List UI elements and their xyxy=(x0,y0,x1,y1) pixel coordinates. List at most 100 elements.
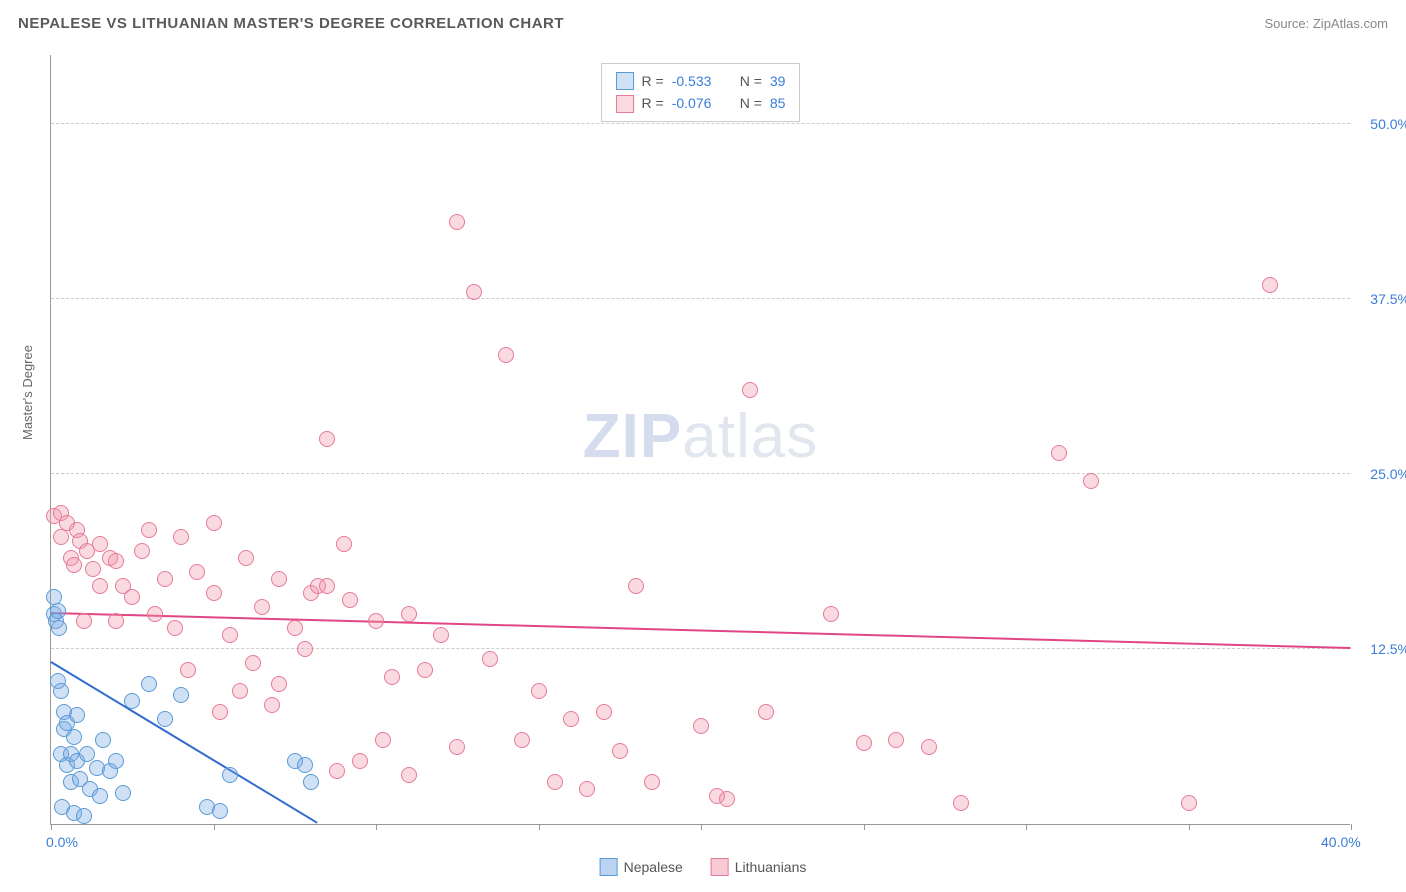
y-tick-label: 12.5% xyxy=(1355,641,1406,657)
data-point xyxy=(319,431,335,447)
data-point xyxy=(384,669,400,685)
data-point xyxy=(115,785,131,801)
n-label: N = xyxy=(740,70,762,92)
x-tick xyxy=(376,824,377,830)
r-label: R = xyxy=(642,92,664,114)
gridline xyxy=(51,473,1350,474)
series-legend: Nepalese Lithuanians xyxy=(600,858,807,876)
data-point xyxy=(66,729,82,745)
data-point xyxy=(50,603,66,619)
series-swatch xyxy=(616,95,634,113)
data-point xyxy=(531,683,547,699)
data-point xyxy=(157,711,173,727)
n-label: N = xyxy=(740,92,762,114)
x-tick xyxy=(539,824,540,830)
x-tick xyxy=(1189,824,1190,830)
data-point xyxy=(206,585,222,601)
data-point xyxy=(1262,277,1278,293)
data-point xyxy=(141,676,157,692)
data-point xyxy=(254,599,270,615)
data-point xyxy=(579,781,595,797)
data-point xyxy=(498,347,514,363)
x-tick-label: 0.0% xyxy=(46,834,78,850)
legend-label: Lithuanians xyxy=(735,859,807,875)
data-point xyxy=(758,704,774,720)
gridline xyxy=(51,648,1350,649)
data-point xyxy=(287,620,303,636)
data-point xyxy=(264,697,280,713)
data-point xyxy=(92,788,108,804)
data-point xyxy=(157,571,173,587)
data-point xyxy=(173,687,189,703)
data-point xyxy=(352,753,368,769)
data-point xyxy=(449,214,465,230)
data-point xyxy=(271,571,287,587)
plot-area: ZIPatlas R =-0.533N =39R =-0.076N =85 12… xyxy=(50,55,1350,825)
data-point xyxy=(644,774,660,790)
y-tick-label: 50.0% xyxy=(1355,116,1406,132)
gridline xyxy=(51,123,1350,124)
series-swatch xyxy=(600,858,618,876)
data-point xyxy=(375,732,391,748)
data-point xyxy=(79,746,95,762)
data-point xyxy=(742,382,758,398)
legend-label: Nepalese xyxy=(624,859,683,875)
data-point xyxy=(222,627,238,643)
data-point xyxy=(76,613,92,629)
data-point xyxy=(303,774,319,790)
series-swatch xyxy=(711,858,729,876)
x-tick xyxy=(701,824,702,830)
data-point xyxy=(368,613,384,629)
x-tick xyxy=(1351,824,1352,830)
correlation-legend: R =-0.533N =39R =-0.076N =85 xyxy=(601,63,801,122)
data-point xyxy=(53,529,69,545)
watermark-atlas: atlas xyxy=(682,401,818,470)
data-point xyxy=(449,739,465,755)
trend-line xyxy=(51,612,1351,649)
x-tick xyxy=(864,824,865,830)
data-point xyxy=(245,655,261,671)
data-point xyxy=(212,704,228,720)
watermark: ZIPatlas xyxy=(583,400,818,471)
r-label: R = xyxy=(642,70,664,92)
correlation-row: R =-0.533N =39 xyxy=(616,70,786,92)
n-value: 39 xyxy=(770,70,786,92)
data-point xyxy=(271,676,287,692)
data-point xyxy=(628,578,644,594)
data-point xyxy=(297,757,313,773)
chart-header: NEPALESE VS LITHUANIAN MASTER'S DEGREE C… xyxy=(18,15,1388,32)
data-point xyxy=(856,735,872,751)
n-value: 85 xyxy=(770,92,786,114)
data-point xyxy=(329,763,345,779)
data-point xyxy=(482,651,498,667)
data-point xyxy=(719,791,735,807)
data-point xyxy=(212,803,228,819)
data-point xyxy=(238,550,254,566)
data-point xyxy=(547,774,563,790)
gridline xyxy=(51,298,1350,299)
data-point xyxy=(92,536,108,552)
series-swatch xyxy=(616,72,634,90)
data-point xyxy=(173,529,189,545)
data-point xyxy=(189,564,205,580)
x-tick xyxy=(214,824,215,830)
data-point xyxy=(69,707,85,723)
chart-source: Source: ZipAtlas.com xyxy=(1264,16,1388,31)
data-point xyxy=(1181,795,1197,811)
legend-item: Nepalese xyxy=(600,858,683,876)
data-point xyxy=(108,613,124,629)
data-point xyxy=(1051,445,1067,461)
data-point xyxy=(297,641,313,657)
data-point xyxy=(108,753,124,769)
data-point xyxy=(232,683,248,699)
data-point xyxy=(401,767,417,783)
data-point xyxy=(124,693,140,709)
data-point xyxy=(417,662,433,678)
data-point xyxy=(319,578,335,594)
y-axis-label: Master's Degree xyxy=(20,345,35,440)
data-point xyxy=(514,732,530,748)
chart-title: NEPALESE VS LITHUANIAN MASTER'S DEGREE C… xyxy=(18,15,564,32)
data-point xyxy=(342,592,358,608)
data-point xyxy=(167,620,183,636)
x-tick xyxy=(51,824,52,830)
